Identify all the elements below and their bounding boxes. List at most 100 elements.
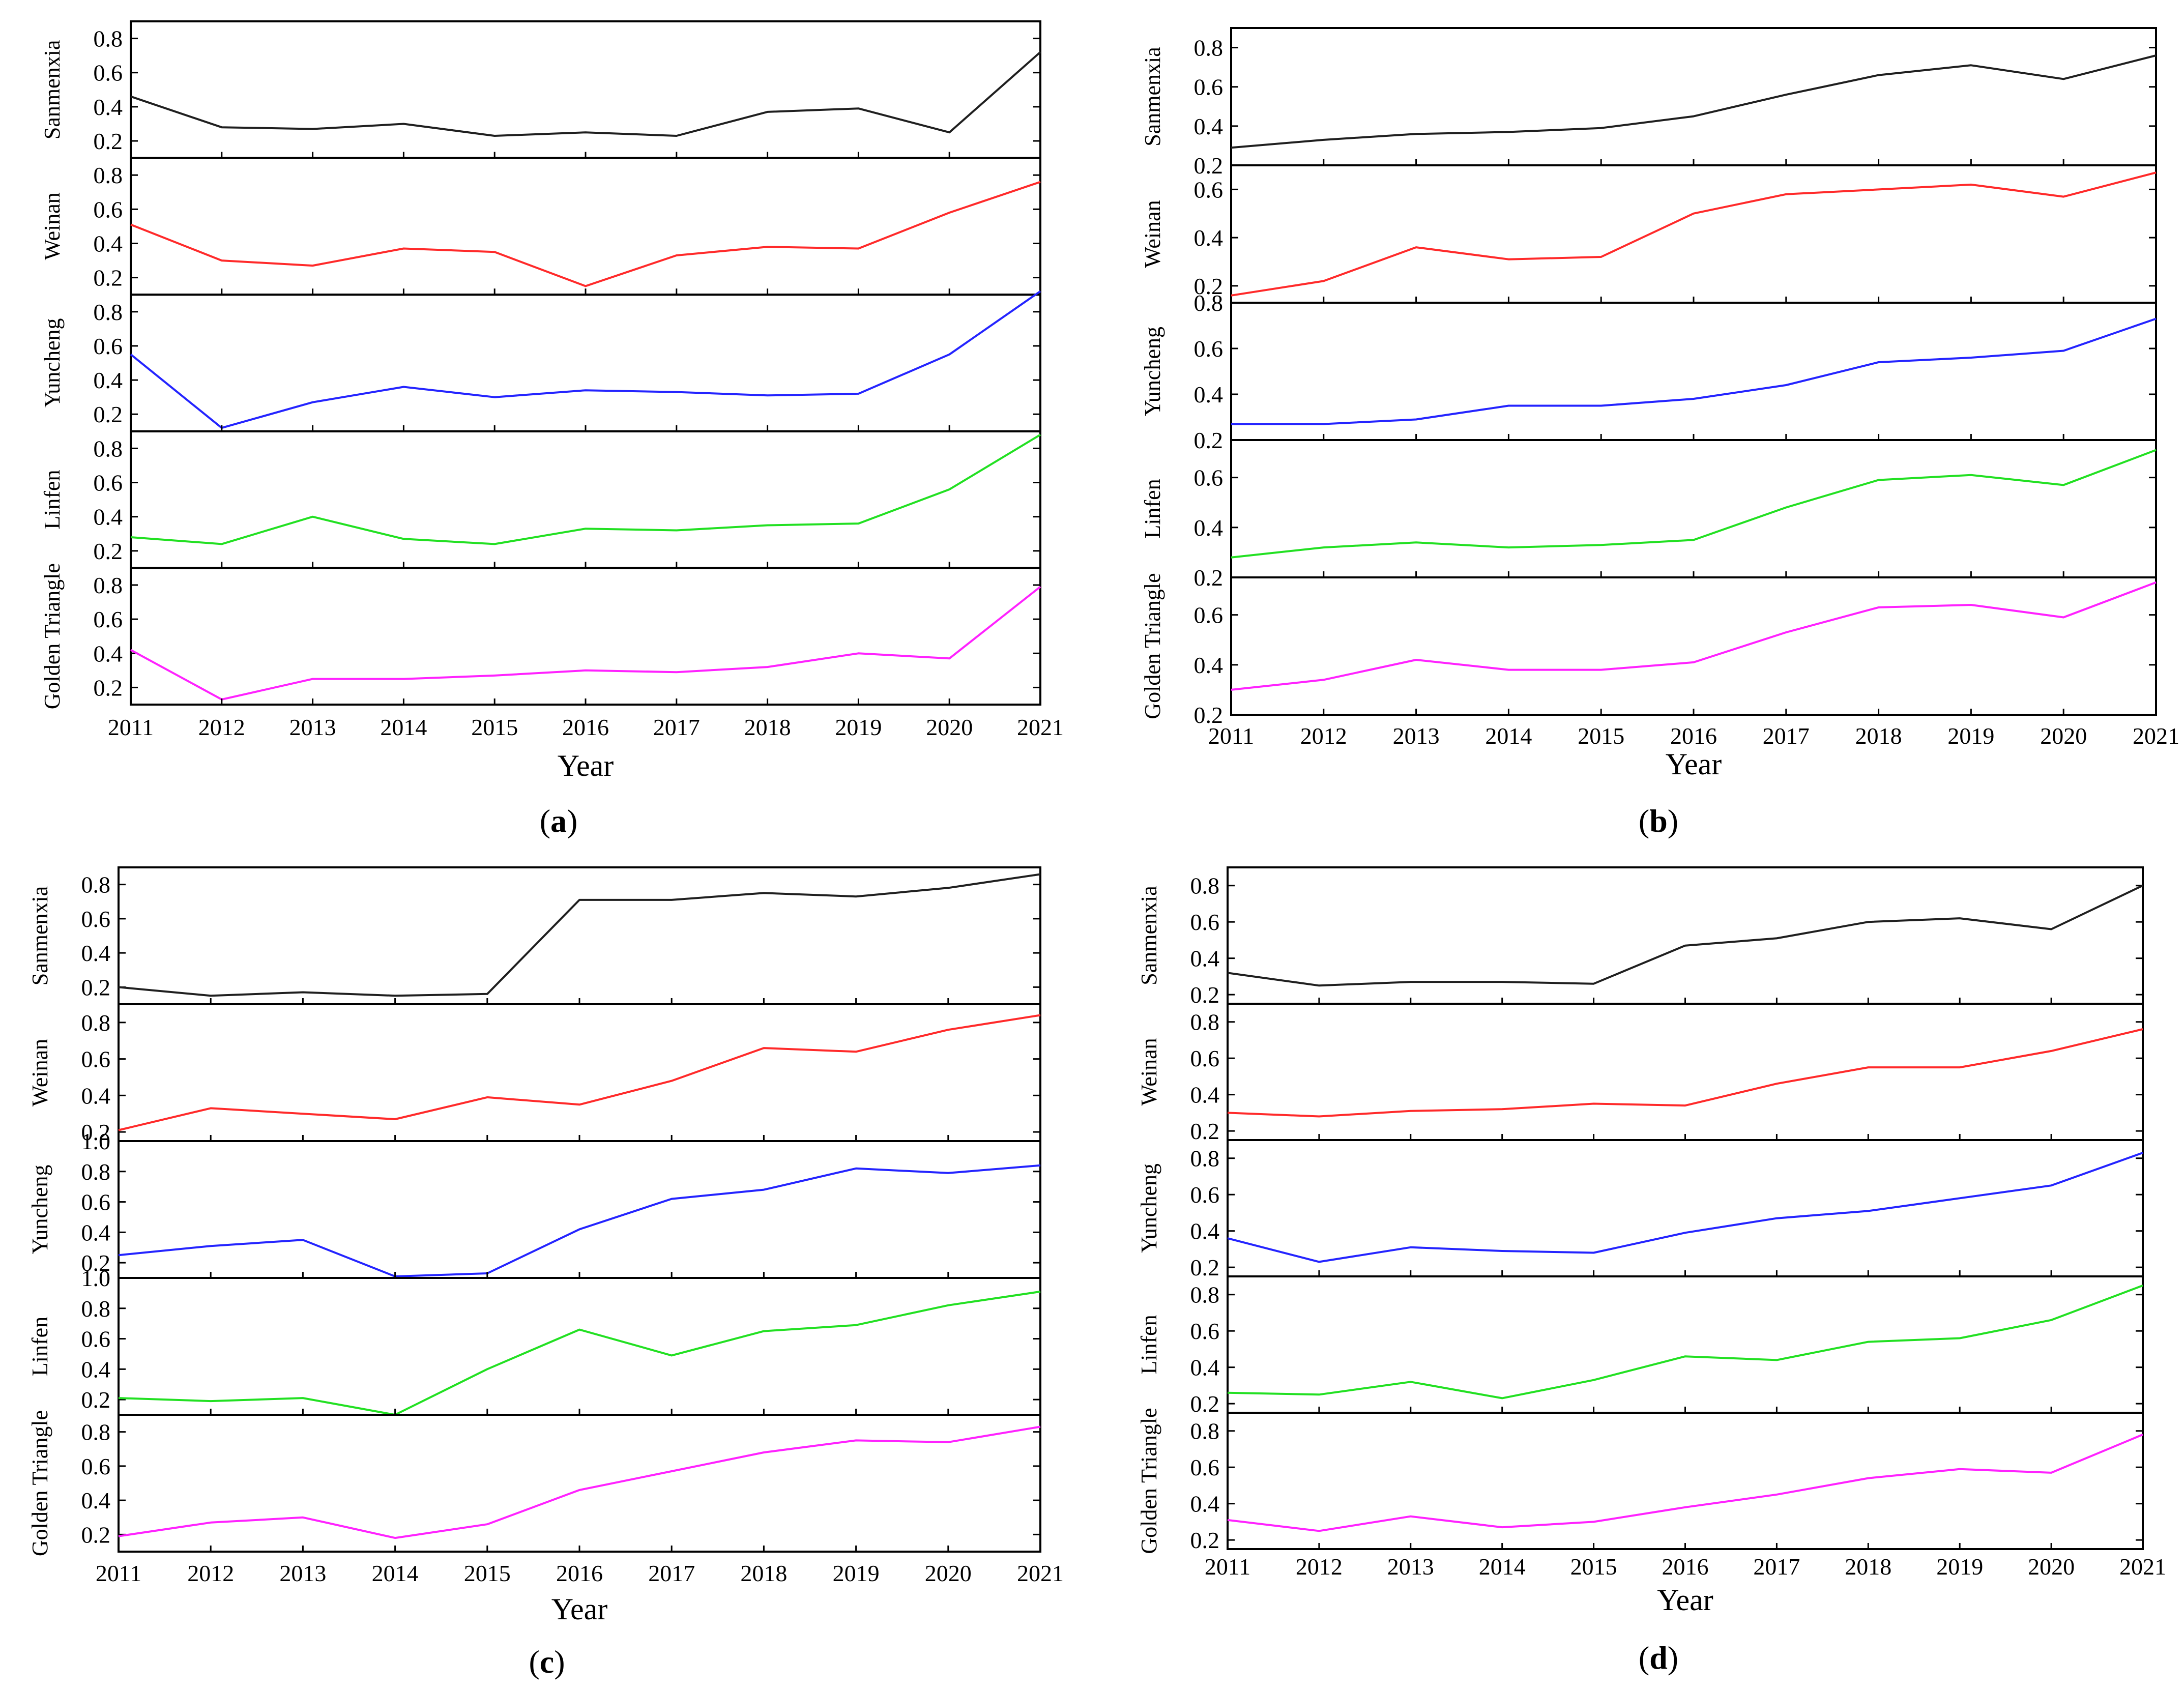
- subplot-frame: [118, 1277, 1041, 1416]
- subplot-weinan: 0.2 0.4 0.6 0.8 Weinan: [40, 157, 1041, 296]
- caption-letter: c: [540, 1644, 554, 1680]
- y-tick-label: 0.4: [1194, 515, 1224, 541]
- x-tick-label: 2011: [108, 714, 154, 740]
- y-tick-label: 1.0: [81, 1128, 111, 1154]
- subplot-frame: [1230, 576, 2157, 716]
- x-axis-label: Year: [1657, 1583, 1713, 1617]
- panel-a: 0.20.40.60.8Sanmenxia0.20.40.60.8Weinan0…: [40, 20, 1064, 839]
- y-tick-label: 0.2: [81, 1522, 111, 1548]
- y-tick-label: 1.0: [81, 1265, 111, 1291]
- y-tick-label: 0.2: [94, 401, 123, 427]
- subplot-yuncheng: 0.2 0.4 0.6 0.8 Yuncheng: [40, 290, 1041, 432]
- y-tick-label: 0.8: [81, 1159, 111, 1185]
- subplot-frame: [1227, 1003, 2144, 1141]
- x-tick-label: 2014: [1485, 723, 1532, 749]
- y-tick-label: 0.2: [1190, 1118, 1220, 1144]
- series-line-golden-triangle: [130, 586, 1041, 701]
- y-tick-label: 0.6: [1194, 602, 1224, 628]
- y-tick-label: 0.6: [1194, 74, 1224, 100]
- y-axis-label-weinan: Weinan: [27, 1039, 52, 1106]
- y-tick-label: 0.8: [94, 435, 123, 461]
- subplot-frame: [1230, 439, 2157, 578]
- caption-close: ): [1668, 1640, 1678, 1676]
- x-tick-label: 2012: [198, 714, 245, 740]
- panel-caption: (c): [529, 1644, 565, 1680]
- y-axis-label-yuncheng: Yuncheng: [27, 1165, 52, 1255]
- subplot-yuncheng: 0.2 0.4 0.6 0.8 Yuncheng: [1140, 290, 2157, 453]
- y-tick-label: 0.4: [81, 940, 111, 966]
- y-axis-label-linfen: Linfen: [27, 1317, 52, 1376]
- y-axis-label-sanmenxia: Sanmenxia: [1137, 886, 1161, 985]
- subplot-frame: [1230, 164, 2157, 304]
- y-tick-label: 0.2: [94, 675, 123, 701]
- x-tick-label: 2015: [471, 714, 518, 740]
- series-line-linfen: [1231, 449, 2157, 559]
- subplot-frame: [118, 866, 1041, 1005]
- y-tick-label: 0.8: [94, 162, 123, 188]
- x-tick-label: 2018: [1845, 1554, 1891, 1580]
- y-axis-label-golden-triangle: Golden Triangle: [1140, 573, 1165, 719]
- series-line-yuncheng: [1227, 1152, 2143, 1263]
- x-tick-label: 2018: [1855, 723, 1902, 749]
- caption-letter: d: [1649, 1640, 1668, 1676]
- y-tick-label: 0.8: [1190, 1009, 1220, 1035]
- y-tick-label: 0.4: [1194, 113, 1224, 139]
- y-tick-label: 0.2: [1194, 273, 1224, 299]
- subplot-frame: [1230, 302, 2157, 441]
- y-tick-label: 0.8: [1190, 1418, 1220, 1444]
- subplot-frame: [1227, 1139, 2144, 1277]
- series-line-weinan: [130, 181, 1041, 287]
- x-tick-label: 2016: [562, 714, 609, 740]
- y-axis-label-golden-triangle: Golden Triangle: [1137, 1408, 1161, 1554]
- subplot-frame: [130, 567, 1041, 706]
- y-tick-label: 0.8: [94, 26, 123, 52]
- series-line-sanmenxia: [130, 51, 1041, 137]
- y-tick-label: 0.6: [94, 470, 123, 496]
- y-tick-label: 0.2: [81, 1250, 111, 1276]
- x-tick-label: 2012: [1300, 723, 1347, 749]
- y-tick-label: 0.8: [94, 572, 123, 598]
- subplot-golden-triangle: 0.2 0.4 0.6 0.8 Golden Triangle: [27, 1410, 1041, 1556]
- x-tick-label: 2018: [740, 1560, 787, 1586]
- y-axis-label-yuncheng: Yuncheng: [1140, 327, 1165, 416]
- y-tick-label: 0.6: [1190, 1454, 1220, 1480]
- y-tick-label: 0.8: [81, 1010, 111, 1036]
- y-tick-label: 0.2: [1194, 565, 1224, 591]
- y-axis-label-linfen: Linfen: [1137, 1315, 1161, 1374]
- panel-b: 0.20.40.60.8Sanmenxia0.20.40.6Weinan0.20…: [1140, 27, 2179, 839]
- x-tick-label: 2017: [1753, 1554, 1800, 1580]
- subplot-golden-triangle: 0.2 0.4 0.6 Golden Triangle: [1140, 573, 2157, 728]
- y-tick-label: 0.8: [1190, 873, 1220, 899]
- x-tick-label: 2016: [556, 1560, 603, 1586]
- x-tick-label: 2016: [1670, 723, 1717, 749]
- subplot-sanmenxia: 0.2 0.4 0.6 0.8 Sanmenxia: [27, 866, 1041, 1005]
- y-tick-label: 0.6: [1190, 1045, 1220, 1071]
- y-tick-label: 0.6: [1190, 909, 1220, 935]
- y-tick-label: 0.4: [94, 230, 123, 256]
- y-axis-label-linfen: Linfen: [40, 470, 65, 529]
- y-tick-label: 0.6: [1194, 336, 1224, 362]
- x-tick-label: 2014: [372, 1560, 419, 1586]
- series-line-linfen: [130, 433, 1041, 545]
- y-axis-label-weinan: Weinan: [1140, 200, 1165, 268]
- x-tick-label: 2019: [835, 714, 882, 740]
- series-line-sanmenxia: [1231, 54, 2157, 149]
- panel-caption: (a): [540, 803, 578, 839]
- x-tick-label: 2013: [1387, 1554, 1434, 1580]
- y-tick-label: 0.8: [1190, 1282, 1220, 1308]
- y-tick-label: 0.4: [94, 367, 123, 393]
- caption-letter: a: [550, 803, 567, 839]
- subplot-sanmenxia: 0.2 0.4 0.6 0.8 Sanmenxia: [1140, 27, 2157, 179]
- series-line-sanmenxia: [1227, 884, 2143, 987]
- x-tick-label: 2013: [279, 1560, 326, 1586]
- subplot-golden-triangle: 0.2 0.4 0.6 0.8 Golden Triangle: [40, 563, 1041, 709]
- y-tick-label: 0.2: [81, 1119, 111, 1145]
- x-tick-label: 2021: [2133, 723, 2179, 749]
- series-line-weinan: [118, 1014, 1041, 1131]
- y-tick-label: 0.4: [1194, 225, 1224, 251]
- y-axis-label-yuncheng: Yuncheng: [1137, 1163, 1161, 1253]
- y-tick-label: 0.6: [1190, 1182, 1220, 1208]
- y-tick-label: 0.8: [1194, 35, 1224, 61]
- y-axis-label-sanmenxia: Sanmenxia: [40, 40, 65, 140]
- y-tick-label: 0.8: [81, 872, 111, 898]
